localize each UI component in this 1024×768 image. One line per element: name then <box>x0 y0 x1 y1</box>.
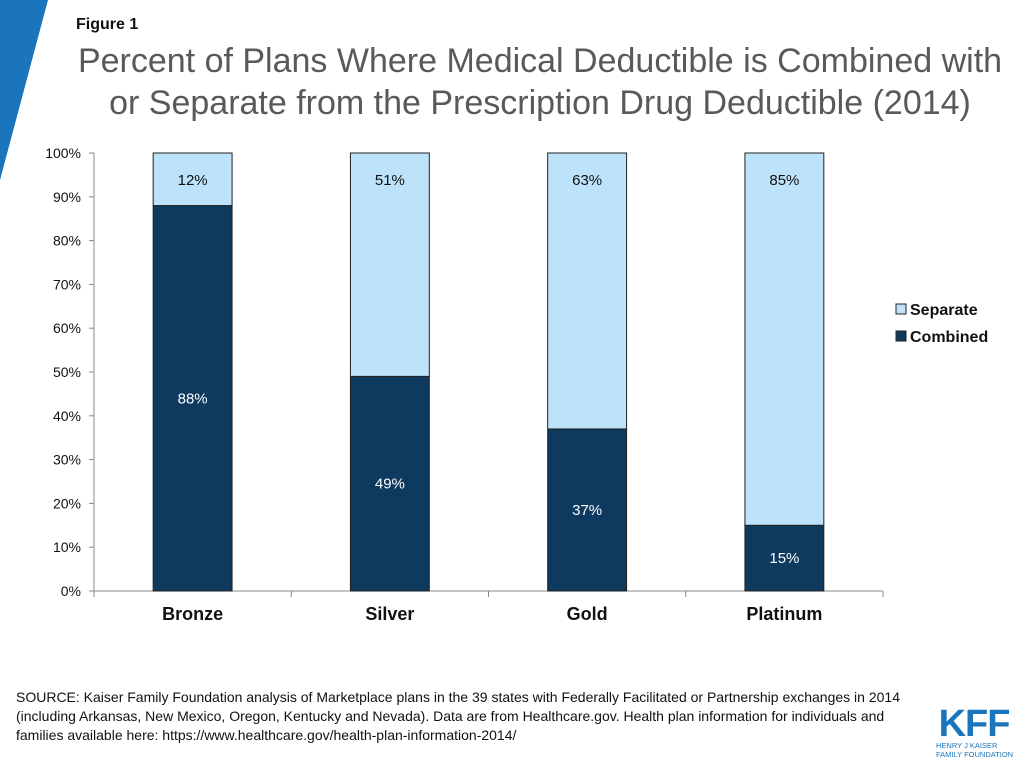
x-category-label: Gold <box>567 604 608 624</box>
kff-logo-line-1: HENRY J KAISER <box>936 741 998 750</box>
chart-title-line-2: or Separate from the Prescription Drug D… <box>109 84 971 122</box>
y-tick-label: 0% <box>61 583 81 599</box>
bar-separate-gold <box>547 152 628 430</box>
corner-accent-stripe <box>0 0 48 180</box>
y-tick-label: 60% <box>53 320 81 336</box>
chart-title: Percent of Plans Where Medical Deductibl… <box>60 40 1020 124</box>
y-tick-label: 40% <box>53 408 81 424</box>
chart-title-line-1: Percent of Plans Where Medical Deductibl… <box>77 42 1003 80</box>
kff-logo-line-2: FAMILY FOUNDATION <box>936 750 1013 759</box>
data-label-separate-gold: 63% <box>572 172 602 189</box>
legend-label-separate: Separate <box>910 302 978 319</box>
stacked-bar-chart: 0% 10% 20% 30% 40% 50% 60% 70% 80% 90% 100% 88% 12% B… <box>45 145 988 624</box>
bar-combined-platinum <box>744 524 825 592</box>
y-tick-label: 70% <box>53 276 81 292</box>
y-tick-label: 50% <box>53 364 81 380</box>
data-label-combined-platinum: 15% <box>769 550 799 567</box>
data-label-separate-platinum: 85% <box>769 172 799 189</box>
y-tick-label: 100% <box>45 145 81 161</box>
corner-accent-shape <box>0 0 48 180</box>
y-tick-label: 10% <box>53 539 81 555</box>
bar-separate-bronze <box>152 152 233 207</box>
bar-combined-gold <box>547 428 628 592</box>
kff-logo-letters: KFF <box>939 703 1010 745</box>
data-label-combined-bronze: 88% <box>178 390 208 407</box>
y-tick-label: 20% <box>53 495 81 511</box>
source-note: SOURCE: Kaiser Family Foundation analysi… <box>16 689 900 743</box>
data-label-separate-silver: 51% <box>375 172 405 189</box>
bar-combined-bronze <box>152 205 233 592</box>
legend-label-combined: Combined <box>910 329 988 346</box>
legend-swatch-separate <box>895 303 907 315</box>
bar-separate-silver <box>349 152 430 377</box>
x-category-label: Platinum <box>746 604 822 624</box>
y-tick-label: 30% <box>53 452 81 468</box>
x-category-label: Silver <box>365 604 414 624</box>
kff-logo: KFF HENRY J KAISER FAMILY FOUNDATION <box>934 700 1014 760</box>
y-tick-label: 90% <box>53 189 81 205</box>
y-tick-label: 80% <box>53 233 81 249</box>
data-label-combined-silver: 49% <box>375 476 405 493</box>
bar-separate-platinum <box>744 152 825 526</box>
bar-combined-silver <box>349 375 430 592</box>
data-label-separate-bronze: 12% <box>178 172 208 189</box>
x-category-label: Bronze <box>162 604 223 624</box>
data-label-combined-gold: 37% <box>572 502 602 519</box>
figure-label: Figure 1 <box>76 16 139 33</box>
kff-logo-mark: KFF HENRY J KAISER FAMILY FOUNDATION <box>936 703 1013 759</box>
legend-swatch-combined <box>895 330 907 342</box>
